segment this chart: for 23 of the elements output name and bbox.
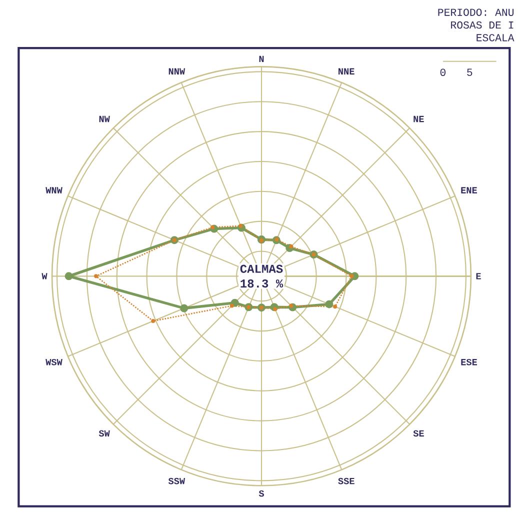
text: ROSAS DE I bbox=[451, 21, 514, 28]
text: ESCALA bbox=[476, 34, 514, 42]
spoke-label: NE bbox=[414, 116, 424, 122]
spoke-label: SW bbox=[98, 430, 110, 436]
text: 5 bbox=[467, 68, 472, 76]
spoke-label: SSW bbox=[168, 478, 186, 484]
text: 18.3 % bbox=[240, 279, 284, 288]
spoke-label: WNW bbox=[46, 187, 62, 194]
spoke-label: E bbox=[476, 272, 481, 280]
spoke-label: ESE bbox=[461, 358, 478, 366]
spoke-label: ENE bbox=[461, 187, 477, 194]
spoke-label: SSE bbox=[338, 478, 354, 484]
spoke-label: NNW bbox=[168, 68, 186, 74]
text: PERIODO: ANU bbox=[438, 8, 514, 16]
text: 0 bbox=[440, 68, 446, 76]
spoke-label: WSW bbox=[46, 358, 62, 366]
spoke-label: NNE bbox=[338, 68, 354, 74]
spoke-label: W bbox=[42, 272, 48, 280]
spoke-label: N bbox=[259, 56, 264, 62]
spoke-label: SE bbox=[413, 430, 424, 436]
spoke-label: NW bbox=[99, 116, 110, 122]
text: CALMAS bbox=[240, 264, 283, 273]
spoke-label: S bbox=[258, 490, 264, 497]
